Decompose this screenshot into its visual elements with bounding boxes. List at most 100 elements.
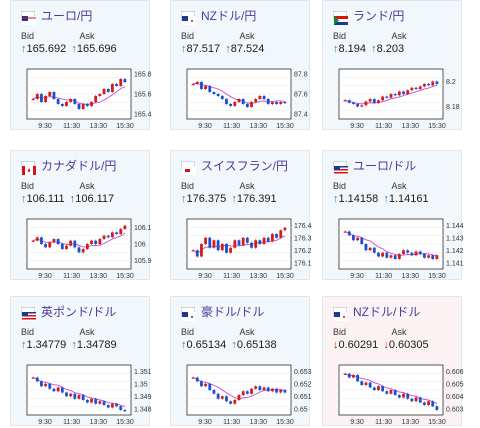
candle-body <box>106 405 110 408</box>
up-arrow-icon: ↑ <box>333 43 339 55</box>
candle-body <box>262 237 266 244</box>
rate-card[interactable]: ユーロ/ドル Bid Ask ↑1.14158 ↑1.14161 1.144 1.… <box>322 150 464 280</box>
intraday-chart[interactable]: 106.1 106 105.9 9:30 11:30 13:30 15:30 <box>21 215 152 280</box>
x-tick-label: 9:30 <box>38 419 52 426</box>
ask-value: 87.524 <box>230 43 265 55</box>
x-tick-label: 13:30 <box>402 123 420 130</box>
candle-body <box>56 99 60 104</box>
candle-body <box>397 91 401 96</box>
intraday-chart[interactable]: 176.4 176.3 176.2 176.1 9:30 11:30 13:30 15:30 <box>181 215 312 280</box>
rate-card[interactable]: スイスフラン/円 Bid Ask ↑176.375 ↑176.391 176.4… <box>170 150 312 280</box>
ask-label: Ask <box>79 181 95 191</box>
candle-body <box>212 240 216 248</box>
candle-body <box>237 99 241 102</box>
bid-value: 87.517 <box>186 43 221 55</box>
rate-card[interactable]: NZドル/円 Bid Ask ↑87.517 ↑87.524 87.8 87.6 8… <box>170 0 310 130</box>
bid-ask-values: ↑165.692 ↑165.696 <box>21 43 117 55</box>
x-tick-label: 15:30 <box>276 123 294 130</box>
candle-body <box>233 400 237 404</box>
pair-title[interactable]: NZドル/円 <box>201 8 257 23</box>
chart-svg: 106.1 106 105.9 9:30 11:30 13:30 15:30 <box>26 218 152 280</box>
fx-rate-grid: ユーロ/円 Bid Ask ↑165.692 ↑165.696 165.8 165… <box>10 0 464 426</box>
candle-body <box>35 94 39 99</box>
pair-title[interactable]: 英ポンド/ドル <box>41 304 117 319</box>
candle-body <box>356 375 360 382</box>
card-header: ユーロ/円 <box>21 7 93 25</box>
candle-body <box>216 94 220 96</box>
candle-body <box>364 101 368 106</box>
intraday-chart[interactable]: 1.144 1.143 1.142 1.141 9:30 11:30 13:30 15:30 <box>333 215 464 280</box>
chart-svg: 176.4 176.3 176.2 176.1 9:30 11:30 13:30 15:30 <box>186 218 312 280</box>
au-flag-icon <box>181 306 196 321</box>
x-tick-label: 11:30 <box>375 123 392 130</box>
pair-title[interactable]: ユーロ/ドル <box>353 158 417 173</box>
candle-body <box>119 79 123 86</box>
candle-body <box>44 244 48 248</box>
candle-body <box>35 377 39 382</box>
candle-body <box>418 86 422 89</box>
candle-body <box>279 230 283 238</box>
candle-body <box>422 84 426 87</box>
candle-body <box>60 244 64 249</box>
candle-body <box>352 102 355 104</box>
intraday-chart[interactable]: 0.606 0.605 0.604 0.603 9:30 11:30 13:30 15:30 <box>333 361 464 426</box>
intraday-chart[interactable]: 0.653 0.652 0.651 0.65 9:30 11:30 13:30 15:30 <box>181 361 312 426</box>
candle-body <box>52 388 56 392</box>
y-tick-label: 176.4 <box>294 223 312 230</box>
candle-body <box>377 386 380 390</box>
candle-body <box>225 244 228 253</box>
rate-card[interactable]: ランド/円 Bid Ask ↑8.194 ↑8.203 8.2 8.18 9:30 1… <box>322 0 462 130</box>
card-header: ユーロ/ドル <box>333 157 417 175</box>
intraday-chart[interactable]: 1.351 1.35 1.349 1.348 9:30 11:30 13:30 15:30 <box>21 361 152 426</box>
down-arrow-icon: ↓ <box>383 339 389 351</box>
pair-title[interactable]: カナダドル/円 <box>41 158 117 173</box>
ask-label: Ask <box>239 31 255 41</box>
candle-body <box>204 86 208 89</box>
candle-body <box>115 232 118 234</box>
pair-title[interactable]: 豪ドル/ドル <box>201 304 265 319</box>
rate-card[interactable]: NZドル/ドル Bid Ask ↓0.60291 ↓0.60305 0.606 0… <box>322 296 464 426</box>
rate-card[interactable]: カナダドル/円 Bid Ask ↑106.111 ↑106.117 106.1 1… <box>10 150 152 280</box>
intraday-chart[interactable]: 165.8 165.6 165.4 9:30 11:30 13:30 15:30 <box>21 65 152 130</box>
candle-body <box>402 250 405 254</box>
candle-body <box>406 250 410 253</box>
candle-body <box>56 239 60 244</box>
candle-body <box>69 240 73 246</box>
rate-card[interactable]: 豪ドル/ドル Bid Ask ↑0.65134 ↑0.65138 0.653 0.… <box>170 296 312 426</box>
x-tick-label: 13:30 <box>90 419 108 426</box>
y-tick-label: 1.351 <box>134 369 152 376</box>
pair-title[interactable]: ユーロ/円 <box>41 8 93 23</box>
candle-body <box>195 82 199 84</box>
intraday-chart[interactable]: 8.2 8.18 9:30 11:30 13:30 15:30 <box>333 65 460 130</box>
candle-body <box>204 237 208 244</box>
candle-body <box>110 403 114 408</box>
ask-value: 8.203 <box>376 43 405 55</box>
pair-title[interactable]: ランド/円 <box>353 8 405 23</box>
candle-body <box>102 89 106 94</box>
candle-body <box>191 377 195 379</box>
rate-card[interactable]: 英ポンド/ドル Bid Ask ↑1.34779 ↑1.34789 1.351 1… <box>10 296 152 426</box>
rate-card[interactable]: ユーロ/円 Bid Ask ↑165.692 ↑165.696 165.8 165… <box>10 0 152 130</box>
candle-body <box>368 382 372 388</box>
candle-body <box>241 99 245 104</box>
us-flag-icon <box>21 306 36 321</box>
intraday-chart[interactable]: 87.8 87.6 87.4 9:30 11:30 13:30 15:30 <box>181 65 308 130</box>
pair-title[interactable]: スイスフラン/円 <box>201 158 288 173</box>
candle-body <box>406 393 410 399</box>
y-tick-label: 106.1 <box>134 225 152 232</box>
candle-body <box>106 89 110 92</box>
pair-title[interactable]: NZドル/ドル <box>353 304 421 319</box>
candle-body <box>250 388 253 394</box>
ask-value: 165.696 <box>76 43 117 55</box>
y-tick-label: 0.652 <box>294 381 312 388</box>
candle-body <box>254 99 258 102</box>
candle-body <box>200 82 203 89</box>
candle-body <box>347 231 351 236</box>
candle-body <box>343 373 347 375</box>
candle-body <box>402 393 405 398</box>
x-tick-label: 9:30 <box>38 273 52 280</box>
candle-body <box>69 99 73 102</box>
x-tick-label: 11:30 <box>223 273 240 280</box>
candle-body <box>389 94 393 98</box>
